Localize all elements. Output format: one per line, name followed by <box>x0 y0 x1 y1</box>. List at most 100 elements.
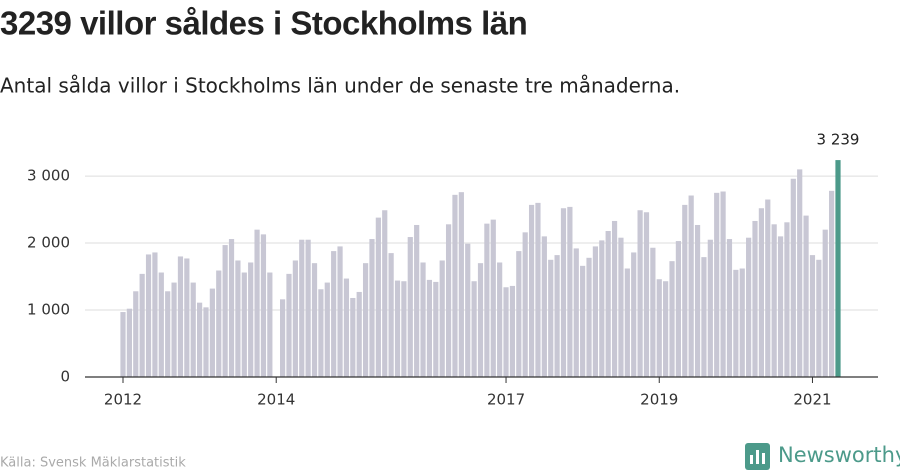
bar <box>465 243 471 377</box>
bar <box>279 299 286 377</box>
bar <box>816 259 822 377</box>
bar <box>375 217 381 377</box>
bar <box>599 240 605 377</box>
bar <box>631 252 637 377</box>
bar <box>382 210 388 377</box>
bar <box>516 251 522 377</box>
value-label: 3 239 <box>817 131 860 149</box>
bar <box>362 263 369 377</box>
logo-bar <box>762 453 765 464</box>
bar <box>592 246 599 377</box>
bar <box>484 223 490 377</box>
bar <box>299 239 305 377</box>
bar <box>133 291 139 377</box>
bar <box>452 194 458 377</box>
bar <box>707 239 713 377</box>
bar <box>324 282 330 377</box>
bar <box>669 261 675 377</box>
y-tick-label: 1 000 <box>27 301 70 319</box>
bar <box>777 236 784 377</box>
bar <box>292 260 298 377</box>
bar <box>714 192 720 377</box>
bar <box>535 202 541 377</box>
bar <box>790 178 796 377</box>
bar <box>490 219 496 377</box>
bar <box>445 224 452 377</box>
bar <box>503 287 509 377</box>
bar <box>235 260 241 377</box>
bar <box>829 190 835 377</box>
bar <box>682 204 688 377</box>
bar <box>560 208 567 377</box>
bar <box>548 259 554 377</box>
bar <box>567 206 573 377</box>
bar <box>803 215 809 377</box>
bar <box>216 270 222 377</box>
bar <box>343 278 350 377</box>
bar <box>522 232 528 377</box>
bar <box>241 272 247 377</box>
chart-title: 3239 villor såldes i Stockholms län <box>0 5 527 42</box>
x-tick-label: 2019 <box>640 391 678 409</box>
bar <box>554 255 560 377</box>
bar <box>369 239 375 377</box>
y-tick-label: 0 <box>60 368 70 386</box>
x-tick-label: 2021 <box>793 391 831 409</box>
bar <box>171 282 177 377</box>
bar <box>746 237 752 377</box>
bar <box>305 239 311 377</box>
bar <box>420 262 426 377</box>
bar <box>720 191 726 377</box>
bar <box>733 269 739 377</box>
bar <box>248 262 254 377</box>
bar <box>656 279 662 377</box>
bar <box>184 258 190 377</box>
bar <box>618 237 624 377</box>
x-tick-label: 2014 <box>257 391 295 409</box>
bar <box>139 273 145 377</box>
bar <box>260 234 267 377</box>
bar <box>165 291 171 377</box>
bar <box>643 212 650 377</box>
bar <box>158 272 164 377</box>
bar <box>624 268 630 377</box>
bar <box>426 279 433 377</box>
bar <box>605 231 611 377</box>
bar <box>784 222 790 377</box>
bar <box>809 255 816 377</box>
bar <box>177 256 184 377</box>
bar <box>356 291 362 377</box>
bar <box>254 229 260 377</box>
bar <box>267 272 273 377</box>
bar <box>822 229 828 377</box>
bar <box>222 245 228 377</box>
chart-subtitle: Antal sålda villor i Stockholms län unde… <box>0 74 680 98</box>
bar <box>394 280 401 377</box>
bar <box>663 281 669 377</box>
bar <box>771 224 777 377</box>
bar <box>190 282 196 377</box>
bar <box>701 257 707 377</box>
brand-logo: Newsworthy <box>745 443 900 470</box>
bar <box>311 263 318 377</box>
bar <box>835 160 841 377</box>
bar <box>528 204 535 377</box>
bar <box>337 246 343 377</box>
bar <box>209 288 215 377</box>
source: Källa: Svensk Mäklarstatistik <box>0 456 186 471</box>
bar <box>120 312 126 377</box>
bar <box>758 208 764 377</box>
bar <box>586 257 592 377</box>
bar <box>401 281 407 377</box>
logo-bar <box>756 450 759 464</box>
bar <box>477 263 484 377</box>
bar <box>541 236 547 377</box>
bar <box>650 247 656 377</box>
bar <box>739 268 745 377</box>
bar <box>145 254 152 377</box>
bar <box>688 195 694 377</box>
bar <box>433 281 439 377</box>
bar <box>152 252 158 377</box>
bar <box>458 192 464 377</box>
